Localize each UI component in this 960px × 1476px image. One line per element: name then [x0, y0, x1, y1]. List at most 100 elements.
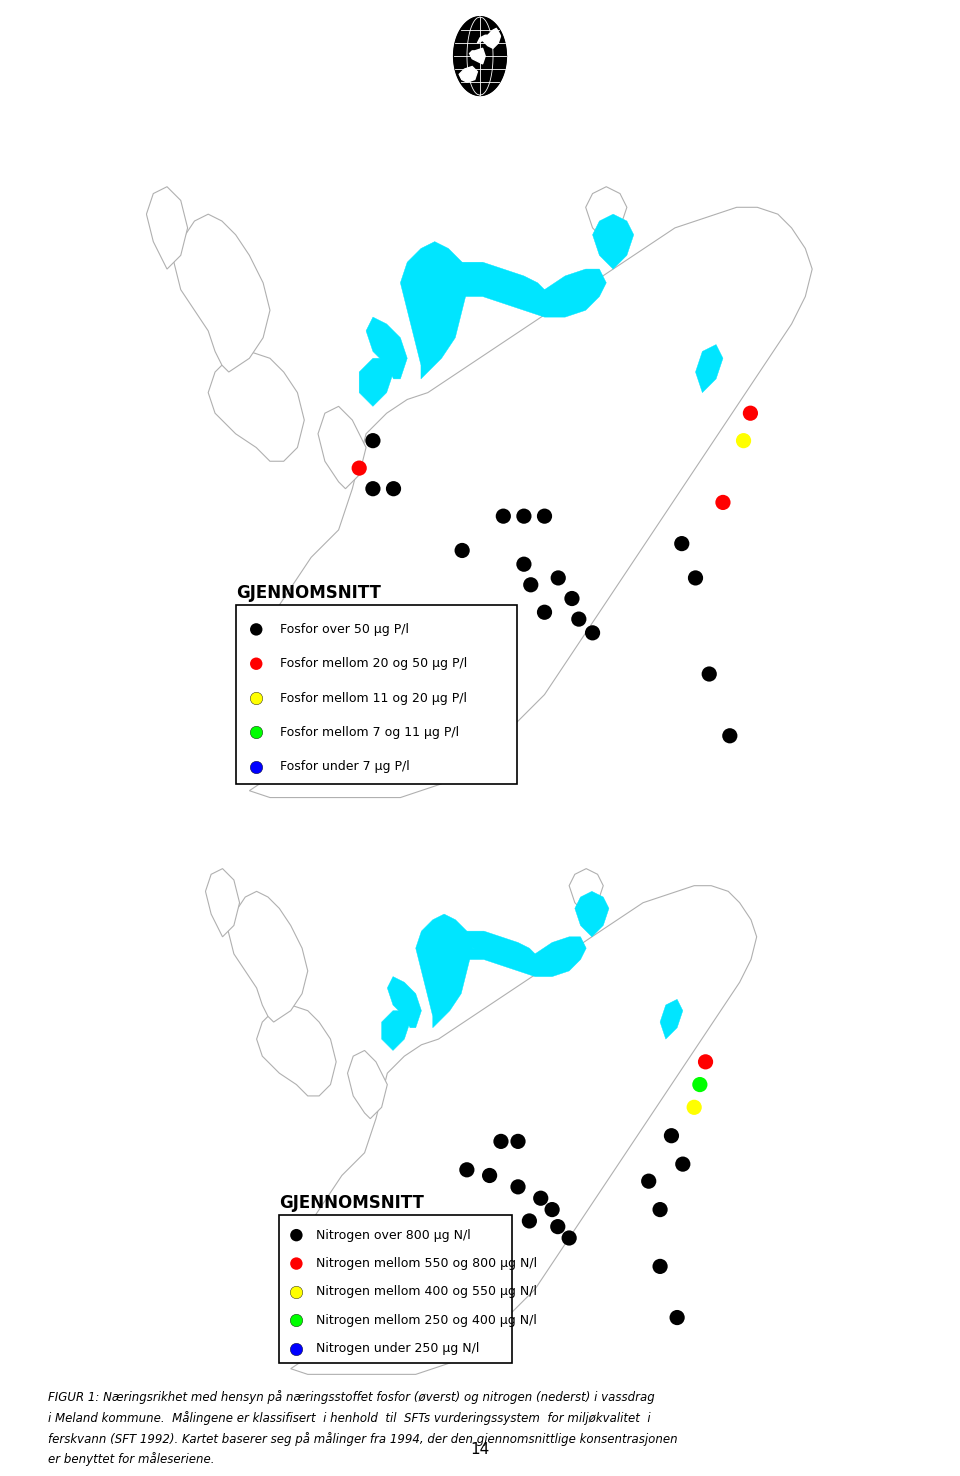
- Polygon shape: [459, 66, 477, 83]
- Point: [249, 720, 264, 744]
- Point: [511, 1129, 526, 1153]
- Polygon shape: [174, 214, 270, 372]
- Point: [686, 1095, 702, 1119]
- Point: [722, 723, 737, 747]
- Text: Nitrogen mellom 400 og 550 μg N/l: Nitrogen mellom 400 og 550 μg N/l: [316, 1286, 538, 1299]
- Text: Fosfor over 50 μg P/l: Fosfor over 50 μg P/l: [280, 623, 409, 636]
- Point: [351, 456, 367, 480]
- Text: Nitrogen mellom 250 og 400 μg N/l: Nitrogen mellom 250 og 400 μg N/l: [316, 1314, 538, 1327]
- Text: Fosfor mellom 20 og 50 μg P/l: Fosfor mellom 20 og 50 μg P/l: [280, 657, 468, 670]
- Text: Nitrogen over 800 μg N/l: Nitrogen over 800 μg N/l: [316, 1228, 471, 1241]
- Point: [289, 1252, 304, 1275]
- Point: [550, 567, 565, 590]
- Point: [544, 1199, 560, 1222]
- Text: Fosfor mellom 11 og 20 μg P/l: Fosfor mellom 11 og 20 μg P/l: [280, 692, 468, 704]
- Polygon shape: [462, 263, 544, 304]
- FancyBboxPatch shape: [279, 1215, 513, 1362]
- Polygon shape: [477, 28, 501, 49]
- Point: [516, 505, 532, 528]
- Point: [669, 1306, 684, 1330]
- Point: [523, 573, 539, 596]
- Text: 14: 14: [470, 1442, 490, 1457]
- Point: [386, 477, 401, 500]
- Point: [564, 586, 580, 611]
- Polygon shape: [348, 1051, 387, 1119]
- Text: GJENNOMSNITT: GJENNOMSNITT: [279, 1194, 424, 1212]
- FancyBboxPatch shape: [235, 605, 517, 784]
- Point: [493, 1129, 509, 1153]
- Text: er benyttet for måleseriene.: er benyttet for måleseriene.: [48, 1452, 214, 1466]
- Text: Nitrogen under 250 μg N/l: Nitrogen under 250 μg N/l: [316, 1342, 480, 1355]
- Text: i Meland kommune.  Målingene er klassifisert  i henhold  til  SFTs vurderingssys: i Meland kommune. Målingene er klassifis…: [48, 1411, 651, 1424]
- Polygon shape: [400, 242, 469, 379]
- Point: [562, 1227, 577, 1250]
- Point: [249, 617, 264, 641]
- Polygon shape: [382, 1011, 410, 1051]
- Point: [495, 505, 511, 528]
- Polygon shape: [586, 186, 627, 242]
- Point: [365, 477, 380, 500]
- Text: Fosfor mellom 7 og 11 μg P/l: Fosfor mellom 7 og 11 μg P/l: [280, 726, 460, 739]
- Polygon shape: [660, 999, 683, 1039]
- Point: [249, 686, 264, 710]
- Point: [550, 1215, 565, 1238]
- Polygon shape: [250, 207, 812, 797]
- Text: FIGUR 1: Næringsrikhet med hensyn på næringsstoffet fosfor (øverst) og nitrogen : FIGUR 1: Næringsrikhet med hensyn på nær…: [48, 1390, 655, 1404]
- Point: [289, 1309, 304, 1333]
- Point: [533, 1187, 548, 1210]
- Point: [365, 430, 380, 453]
- Polygon shape: [454, 18, 506, 94]
- Polygon shape: [359, 359, 394, 406]
- Point: [571, 607, 587, 630]
- Polygon shape: [366, 317, 407, 379]
- Polygon shape: [569, 868, 603, 914]
- Polygon shape: [147, 186, 187, 269]
- Point: [459, 1159, 474, 1182]
- Point: [702, 663, 717, 686]
- Point: [736, 430, 752, 453]
- Polygon shape: [695, 344, 723, 393]
- Point: [743, 401, 758, 425]
- Point: [698, 1049, 713, 1073]
- Point: [537, 505, 552, 528]
- Point: [653, 1199, 668, 1222]
- Polygon shape: [467, 931, 535, 965]
- Polygon shape: [205, 868, 240, 937]
- Text: ferskvann (SFT 1992). Kartet baserer seg på målinger fra 1994, der den gjennomsn: ferskvann (SFT 1992). Kartet baserer seg…: [48, 1432, 678, 1445]
- Point: [289, 1337, 304, 1361]
- Point: [516, 552, 532, 576]
- Point: [687, 567, 703, 590]
- Polygon shape: [291, 886, 756, 1374]
- Polygon shape: [208, 351, 304, 461]
- Polygon shape: [467, 937, 587, 977]
- Point: [482, 1163, 497, 1187]
- Point: [674, 531, 689, 555]
- Point: [675, 1153, 690, 1176]
- Polygon shape: [256, 1005, 336, 1095]
- Polygon shape: [575, 892, 609, 937]
- Point: [663, 1123, 679, 1147]
- Point: [289, 1280, 304, 1303]
- Point: [537, 601, 552, 624]
- Point: [653, 1255, 668, 1278]
- Point: [692, 1073, 708, 1097]
- Point: [511, 1175, 526, 1199]
- Polygon shape: [462, 269, 607, 317]
- Point: [454, 539, 469, 562]
- Point: [585, 621, 600, 645]
- Polygon shape: [416, 914, 472, 1027]
- Polygon shape: [228, 892, 308, 1021]
- Point: [641, 1169, 657, 1193]
- Polygon shape: [318, 406, 366, 489]
- Polygon shape: [592, 214, 634, 269]
- Text: Fosfor under 7 μg P/l: Fosfor under 7 μg P/l: [280, 760, 410, 773]
- Point: [249, 652, 264, 676]
- Point: [715, 490, 731, 514]
- Text: GJENNOMSNITT: GJENNOMSNITT: [235, 584, 380, 602]
- Point: [521, 1209, 537, 1232]
- Polygon shape: [469, 49, 485, 63]
- Polygon shape: [387, 977, 421, 1027]
- Point: [289, 1224, 304, 1247]
- Text: Nitrogen mellom 550 og 800 μg N/l: Nitrogen mellom 550 og 800 μg N/l: [316, 1258, 538, 1269]
- Point: [249, 754, 264, 778]
